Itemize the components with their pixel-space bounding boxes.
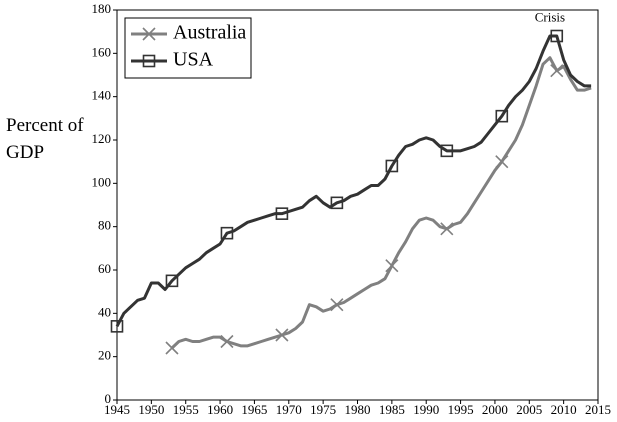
- y-tick-label: 100: [92, 174, 112, 189]
- x-tick-label: 2000: [482, 402, 508, 417]
- y-tick-label: 140: [92, 88, 112, 103]
- data-marker: [495, 155, 509, 169]
- data-marker: [165, 341, 179, 355]
- data-marker: [495, 109, 509, 123]
- data-marker: [385, 159, 399, 173]
- x-tick-label: 1965: [241, 402, 267, 417]
- y-tick-label: 160: [92, 44, 112, 59]
- data-marker: [220, 334, 234, 349]
- y-tick-label: 20: [98, 348, 111, 363]
- y-tick-label: 80: [98, 218, 111, 233]
- legend-marker: [142, 27, 156, 41]
- data-marker: [110, 320, 124, 333]
- x-tick-label: 2010: [551, 402, 577, 417]
- y-tick-label: 180: [92, 1, 112, 16]
- data-line: [115, 34, 592, 328]
- x-tick-label: 1985: [379, 402, 405, 417]
- x-tick-label: 1960: [207, 402, 233, 417]
- data-marker: [275, 328, 289, 342]
- data-marker: [440, 222, 454, 236]
- y-tick-label: 0: [105, 391, 112, 406]
- x-tick-label: 1950: [138, 402, 164, 417]
- data-marker: [330, 298, 344, 312]
- legend-label: USA: [173, 49, 214, 71]
- data-marker: [165, 274, 179, 288]
- x-tick-label: 1955: [173, 402, 199, 417]
- legend-marker: [142, 54, 156, 68]
- x-tick-label: 1970: [276, 402, 302, 417]
- y-tick-label: 60: [98, 261, 111, 276]
- data-marker: [275, 207, 289, 220]
- x-tick-label: 2015: [585, 402, 611, 417]
- y-axis-label: Percent of GDP: [6, 115, 84, 163]
- data-marker: [220, 226, 234, 240]
- data-line: [170, 56, 592, 350]
- data-marker: [385, 259, 399, 273]
- legend-label: Australia: [173, 22, 246, 44]
- x-tick-label: 1995: [448, 402, 474, 417]
- data-marker: [330, 196, 344, 210]
- data-marker: [550, 29, 564, 43]
- x-tick-label: 1945: [104, 402, 130, 417]
- annotation: Crisis: [535, 10, 565, 25]
- data-marker: [440, 144, 454, 158]
- y-tick-label: 40: [98, 304, 111, 319]
- data-marker: [550, 64, 564, 78]
- x-tick-label: 1980: [345, 402, 371, 417]
- x-tick-label: 1990: [413, 402, 439, 417]
- x-tick-label: 1975: [310, 402, 336, 417]
- legend-box: [124, 17, 252, 79]
- y-tick-label: 120: [92, 131, 112, 146]
- x-tick-label: 2005: [516, 402, 542, 417]
